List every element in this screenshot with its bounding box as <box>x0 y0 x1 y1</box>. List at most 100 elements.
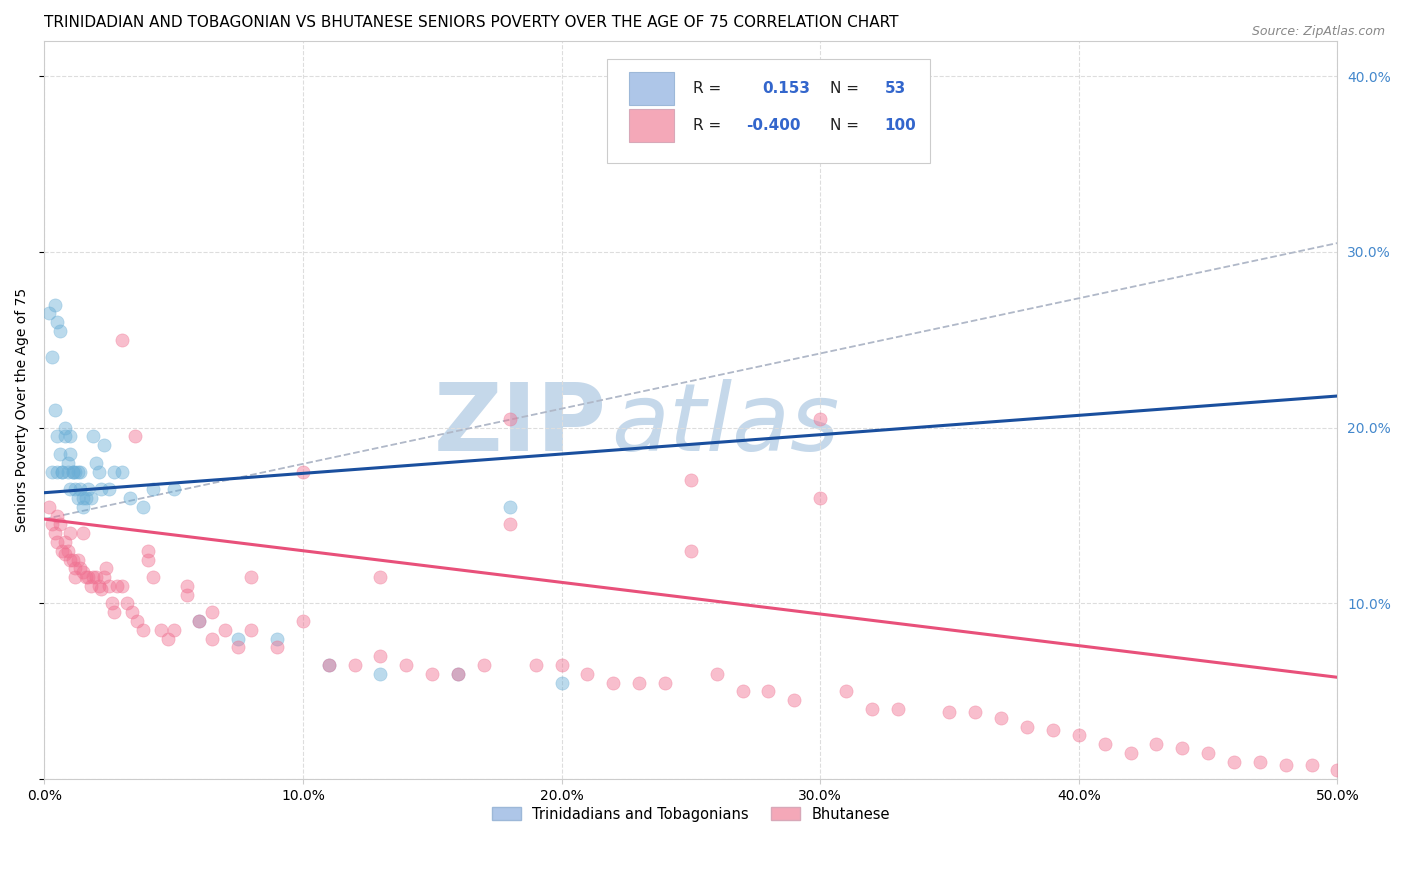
Point <box>111 333 134 347</box>
Point <box>75 491 97 505</box>
Text: R =: R = <box>693 81 721 96</box>
Text: 53: 53 <box>884 81 905 96</box>
Text: 0.153: 0.153 <box>762 81 810 96</box>
Point <box>59 447 82 461</box>
Point <box>654 675 676 690</box>
Point <box>90 582 112 597</box>
Point <box>72 500 94 514</box>
Point <box>72 526 94 541</box>
Point <box>188 614 211 628</box>
Point <box>240 623 263 637</box>
Point <box>1015 719 1038 733</box>
Point <box>835 684 858 698</box>
Point <box>56 456 79 470</box>
Point <box>69 482 91 496</box>
Point <box>679 543 702 558</box>
Point <box>136 552 159 566</box>
Point <box>66 552 89 566</box>
Point <box>84 570 107 584</box>
Point <box>66 491 89 505</box>
Point <box>59 482 82 496</box>
Point <box>731 684 754 698</box>
Point <box>628 675 651 690</box>
Point <box>97 579 120 593</box>
Point <box>59 429 82 443</box>
Point <box>1197 746 1219 760</box>
Point <box>111 579 134 593</box>
Point <box>51 465 73 479</box>
Point <box>1274 758 1296 772</box>
Point <box>808 491 831 505</box>
Point <box>46 315 69 329</box>
Point <box>576 666 599 681</box>
Point <box>679 474 702 488</box>
Point <box>1119 746 1142 760</box>
Point <box>1326 764 1348 778</box>
Point <box>41 517 63 532</box>
Point <box>318 658 340 673</box>
Point <box>93 438 115 452</box>
Point <box>1249 755 1271 769</box>
Point <box>49 447 72 461</box>
Point <box>65 465 87 479</box>
Point <box>201 605 224 619</box>
Point <box>65 482 87 496</box>
Point <box>105 579 128 593</box>
Point <box>990 711 1012 725</box>
Text: 100: 100 <box>884 119 917 133</box>
Point <box>131 623 153 637</box>
Point <box>103 465 125 479</box>
Point <box>87 579 110 593</box>
Text: R =: R = <box>693 119 721 133</box>
Point <box>291 614 314 628</box>
Point <box>266 632 288 646</box>
Point <box>49 324 72 338</box>
Point <box>77 570 100 584</box>
FancyBboxPatch shape <box>607 60 929 162</box>
Text: TRINIDADIAN AND TOBAGONIAN VS BHUTANESE SENIORS POVERTY OVER THE AGE OF 75 CORRE: TRINIDADIAN AND TOBAGONIAN VS BHUTANESE … <box>44 15 898 30</box>
Point <box>447 666 470 681</box>
Point <box>602 675 624 690</box>
Text: ZIP: ZIP <box>434 379 607 471</box>
Point <box>69 561 91 575</box>
Point <box>318 658 340 673</box>
Point <box>69 465 91 479</box>
Point <box>72 491 94 505</box>
Point <box>499 412 522 426</box>
Point <box>80 579 103 593</box>
Point <box>53 535 76 549</box>
Point <box>82 429 104 443</box>
Point <box>84 456 107 470</box>
Point <box>100 597 122 611</box>
Point <box>80 491 103 505</box>
Y-axis label: Seniors Poverty Over the Age of 75: Seniors Poverty Over the Age of 75 <box>15 288 30 533</box>
Text: N =: N = <box>831 119 859 133</box>
Point <box>97 482 120 496</box>
Point <box>291 465 314 479</box>
Point <box>66 465 89 479</box>
Point <box>87 465 110 479</box>
Point <box>420 666 443 681</box>
Point <box>75 570 97 584</box>
Point <box>965 706 987 720</box>
Text: N =: N = <box>831 81 859 96</box>
Point <box>136 543 159 558</box>
Point <box>149 623 172 637</box>
Point <box>96 561 118 575</box>
Point <box>176 579 198 593</box>
Point <box>162 623 184 637</box>
Point <box>41 351 63 365</box>
Point <box>51 543 73 558</box>
Point <box>59 552 82 566</box>
Point <box>41 465 63 479</box>
Point <box>56 465 79 479</box>
Point <box>370 570 392 584</box>
Point <box>103 605 125 619</box>
Point <box>524 658 547 673</box>
Point <box>38 500 60 514</box>
Point <box>82 570 104 584</box>
Point <box>938 706 960 720</box>
Point <box>46 535 69 549</box>
Point <box>46 508 69 523</box>
Point <box>860 702 883 716</box>
